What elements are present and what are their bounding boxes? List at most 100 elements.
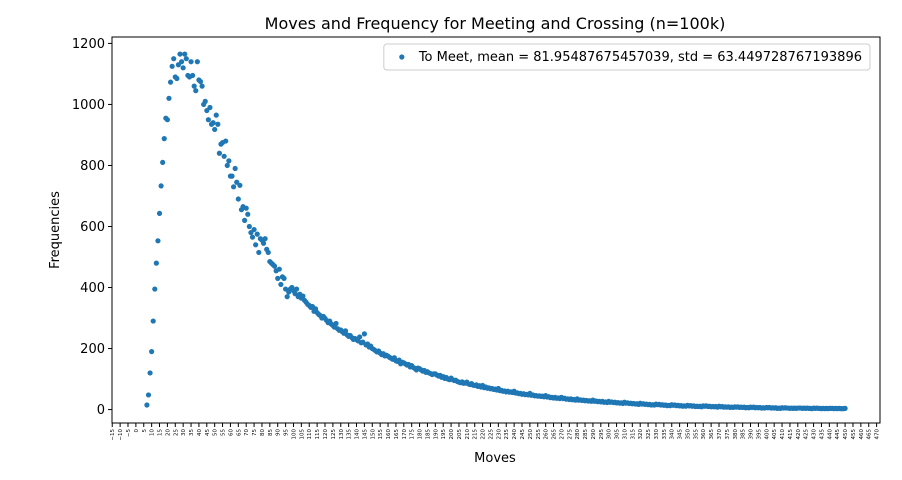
x-tick-label: 20 [165, 429, 171, 436]
point [245, 211, 251, 217]
x-tick-label: 395 [756, 429, 762, 440]
x-tick-label: 85 [268, 429, 274, 436]
x-tick-label: 130 [339, 429, 345, 440]
point [169, 63, 175, 69]
point [278, 281, 284, 288]
point [342, 328, 349, 334]
point [235, 196, 241, 202]
point [300, 293, 306, 299]
point [182, 51, 188, 57]
x-tick-label: 380 [733, 429, 739, 440]
point [160, 159, 166, 166]
x-tick-label: 365 [709, 429, 715, 440]
x-tick-label: 290 [591, 429, 597, 440]
x-tick-label: 435 [819, 429, 825, 440]
x-tick-label: 470 [875, 429, 881, 440]
point [174, 75, 180, 82]
x-tick-label: −5 [126, 429, 132, 438]
point [249, 234, 256, 240]
point [229, 173, 235, 179]
x-tick-label: 40 [197, 429, 203, 436]
point [145, 392, 152, 398]
point [205, 117, 211, 123]
x-tick-label: 465 [867, 429, 873, 440]
x-tick-label: 305 [615, 429, 621, 440]
x-tick-label: 135 [347, 429, 353, 440]
point [164, 117, 170, 123]
point [207, 104, 213, 111]
x-tick-label: 450 [843, 429, 849, 440]
point [147, 370, 153, 376]
x-tick-label: 125 [331, 429, 337, 440]
point [177, 51, 183, 57]
y-tick-label: 800 [80, 159, 105, 174]
x-tick-label: 70 [244, 429, 250, 436]
point [230, 184, 237, 190]
point [246, 223, 252, 230]
x-tick-label: 175 [410, 429, 416, 440]
x-tick-label: 330 [654, 429, 660, 440]
point [156, 210, 163, 216]
x-tick-label: 225 [488, 429, 494, 440]
point [271, 263, 278, 269]
x-tick-label: 30 [181, 429, 187, 436]
x-tick-label: 400 [764, 429, 770, 440]
x-tick-label: 200 [449, 429, 455, 440]
point [242, 217, 248, 223]
x-tick-label: 420 [796, 429, 802, 440]
x-tick-label: 110 [307, 429, 313, 440]
x-tick-label: 195 [441, 429, 447, 440]
point [251, 226, 257, 233]
x-tick-label: 205 [457, 429, 463, 440]
point [183, 56, 189, 62]
point [276, 266, 282, 272]
x-tick-label: 245 [520, 429, 526, 440]
x-tick-label: 100 [291, 429, 297, 440]
point [194, 59, 200, 65]
x-tick-label: −10 [118, 429, 124, 441]
point [167, 79, 174, 85]
x-tick-label: 210 [465, 429, 471, 440]
point [155, 238, 161, 244]
x-tick-label: 90 [276, 429, 282, 436]
chart-title: Moves and Frequency for Meeting and Cros… [265, 14, 726, 33]
x-tick-label: 385 [741, 429, 747, 440]
point [178, 59, 185, 65]
x-tick-label: 65 [236, 429, 242, 436]
point [180, 65, 186, 71]
series [144, 51, 848, 412]
x-tick-label: 15 [158, 429, 164, 436]
x-tick-label: 45 [205, 429, 211, 436]
point [223, 138, 229, 144]
x-tick-label: 350 [685, 429, 691, 440]
point [842, 405, 848, 411]
point [191, 83, 197, 89]
point [149, 348, 155, 355]
point [166, 95, 172, 101]
point [188, 59, 194, 65]
x-tick-label: 320 [638, 429, 644, 440]
x-tick-label: 190 [433, 429, 439, 440]
point [215, 121, 221, 127]
point [221, 153, 227, 159]
x-tick-label: 35 [189, 429, 195, 436]
x-tick-label: 345 [678, 429, 684, 440]
point [216, 150, 223, 156]
point [260, 240, 267, 246]
x-tick-label: 390 [749, 429, 755, 440]
x-tick-label: 215 [473, 429, 479, 440]
x-tick-label: 315 [630, 429, 636, 440]
x-tick-label: 280 [575, 429, 581, 440]
x-tick-label: 75 [252, 429, 258, 436]
y-tick-label: 1000 [72, 98, 105, 113]
x-tick-label: 295 [599, 429, 605, 440]
x-tick-label: 355 [693, 429, 699, 440]
point [197, 78, 204, 85]
point [281, 275, 287, 281]
x-tick-label: 415 [788, 429, 794, 440]
point [213, 112, 219, 118]
x-tick-label: 335 [662, 429, 668, 440]
x-tick-label: 105 [299, 429, 305, 440]
x-tick-label: 310 [622, 429, 628, 440]
